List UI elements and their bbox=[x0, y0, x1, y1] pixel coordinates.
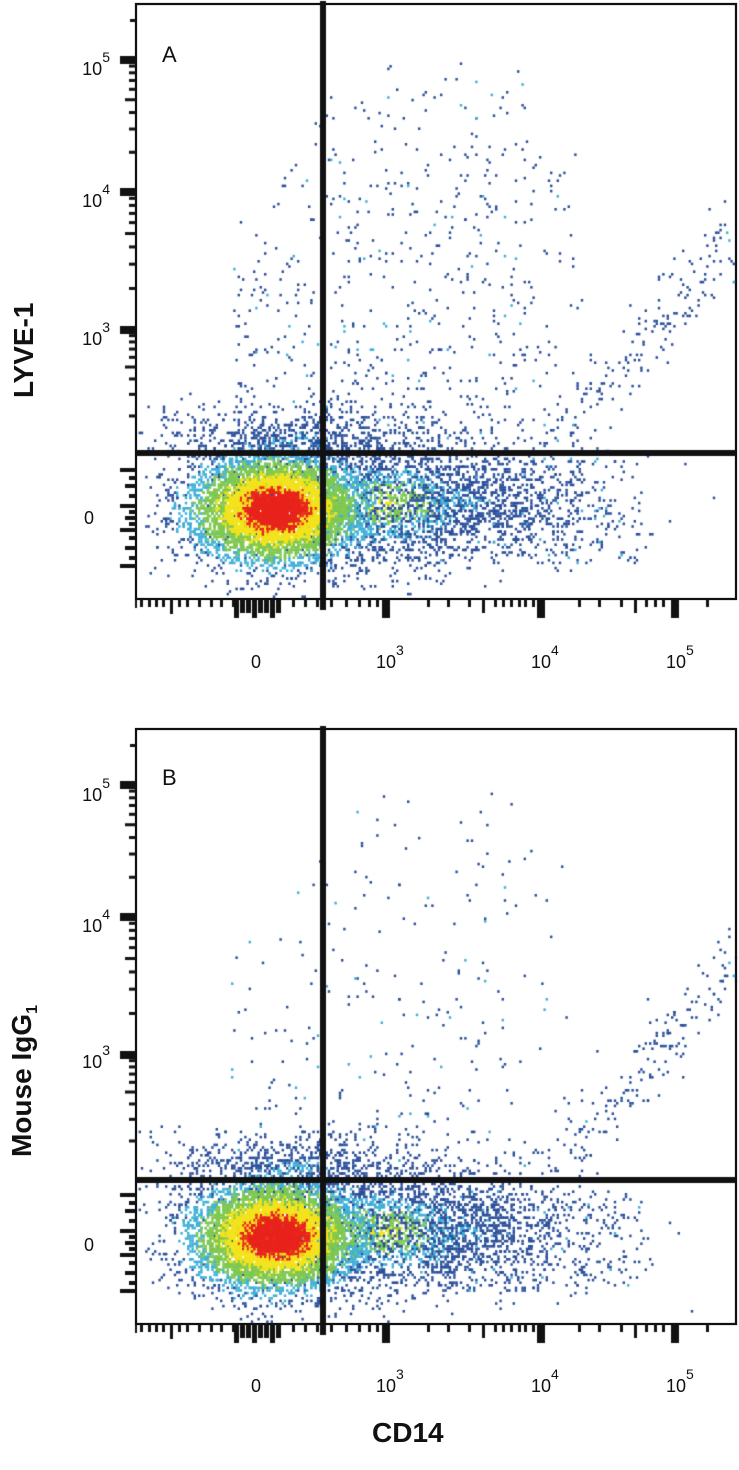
ytick-label: 103 bbox=[82, 319, 110, 349]
xtick-label: 105 bbox=[666, 1366, 694, 1396]
ytick-label: 105 bbox=[82, 775, 110, 805]
panel-letter-a: A bbox=[162, 42, 177, 67]
ytick-label: 0 bbox=[83, 508, 94, 528]
ytick-label: 104 bbox=[82, 906, 110, 936]
xtick-label: 0 bbox=[251, 1376, 262, 1396]
ytick-label: 0 bbox=[83, 1235, 94, 1255]
xtick-label: 0 bbox=[251, 652, 262, 672]
xtick-label: 103 bbox=[376, 1366, 404, 1396]
y-axis-label-a: LYVE-1 bbox=[8, 302, 39, 398]
panel-letter-b: B bbox=[162, 765, 177, 790]
panel-a: A 105 104 103 0 0 103 104 105 LYVE-1 bbox=[0, 0, 739, 700]
xtick-label: 104 bbox=[531, 1366, 559, 1396]
x-axis-label: CD14 bbox=[372, 1417, 444, 1448]
y-axis-label-b: Mouse IgG1 bbox=[6, 1004, 41, 1157]
panel-b: B 105 104 103 0 0 103 104 105 Mouse IgG1… bbox=[0, 725, 739, 1470]
xtick-label: 104 bbox=[531, 642, 559, 672]
ytick-label: 104 bbox=[82, 181, 110, 211]
dot-plot-b bbox=[0, 725, 739, 1425]
ytick-label: 105 bbox=[82, 49, 110, 79]
dot-plot-a bbox=[0, 0, 739, 700]
ytick-label: 103 bbox=[82, 1042, 110, 1072]
xtick-label: 103 bbox=[376, 642, 404, 672]
xtick-label: 105 bbox=[666, 642, 694, 672]
